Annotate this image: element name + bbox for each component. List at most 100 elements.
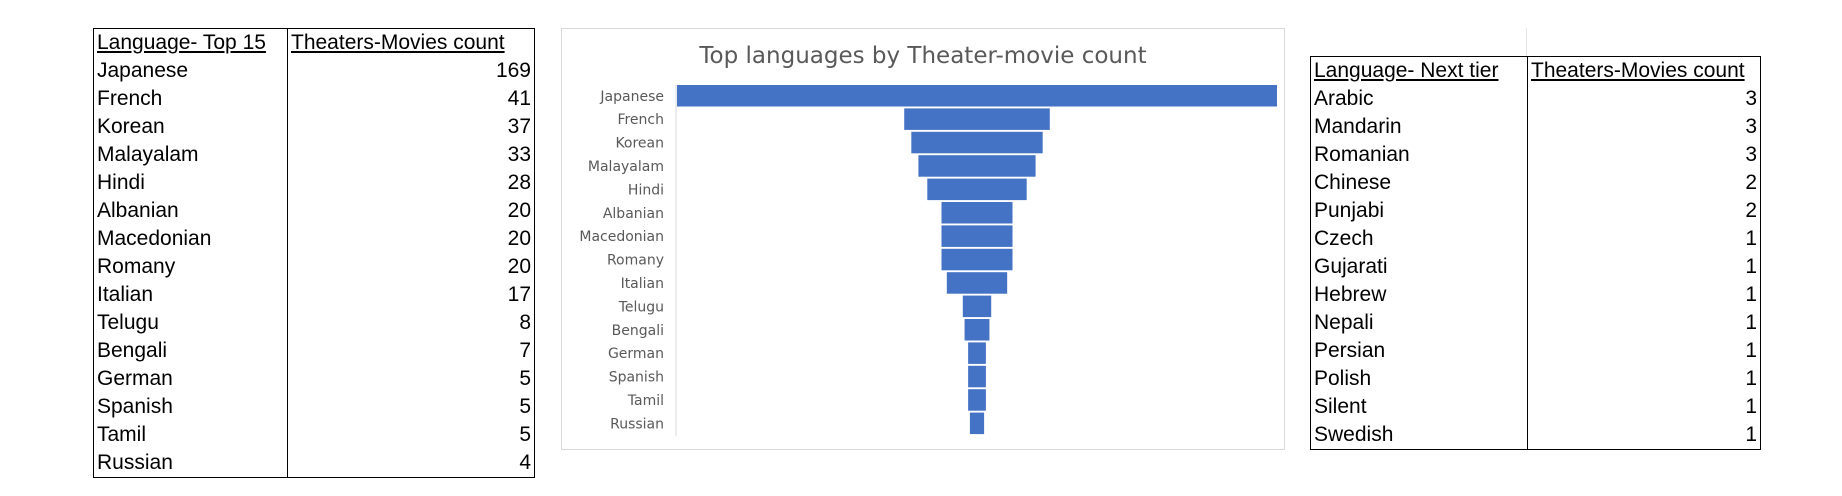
count-cell[interactable]: 20 bbox=[507, 199, 531, 222]
count-cell[interactable]: 1 bbox=[1745, 367, 1757, 390]
count-cell[interactable]: 1 bbox=[1745, 339, 1757, 362]
bar-hindi[interactable] bbox=[927, 178, 1027, 201]
table-header-row: Language- Next tier Theaters-Movies coun… bbox=[1310, 56, 1761, 85]
language-cell[interactable]: Punjabi bbox=[1310, 197, 1528, 225]
bar-french[interactable] bbox=[904, 108, 1050, 130]
language-cell[interactable]: Mandarin bbox=[1310, 113, 1528, 141]
category-label: Macedonian bbox=[579, 229, 664, 245]
count-cell[interactable]: 3 bbox=[1745, 143, 1757, 166]
bar-romany[interactable] bbox=[941, 248, 1013, 271]
table-row: Arabic 3 bbox=[1310, 85, 1761, 113]
language-cell[interactable]: Swedish bbox=[1310, 421, 1528, 450]
column-header-count[interactable]: Theaters-Movies count bbox=[291, 31, 505, 54]
count-cell[interactable]: 1 bbox=[1745, 423, 1757, 446]
count-cell[interactable]: 8 bbox=[519, 311, 531, 334]
table-row: Japanese 169 bbox=[93, 57, 535, 85]
count-cell[interactable]: 41 bbox=[507, 87, 531, 110]
column-header-language[interactable]: Language- Next tier bbox=[1310, 56, 1528, 85]
table-row: Silent 1 bbox=[1310, 393, 1761, 421]
count-cell[interactable]: 3 bbox=[1745, 115, 1757, 138]
language-cell[interactable]: Russian bbox=[93, 449, 288, 478]
table-row: Korean 37 bbox=[93, 113, 535, 141]
language-cell[interactable]: Hebrew bbox=[1310, 281, 1528, 309]
bar-malayalam[interactable] bbox=[918, 155, 1036, 177]
count-cell[interactable]: 4 bbox=[519, 451, 531, 474]
table-row: Macedonian 20 bbox=[93, 225, 535, 253]
count-cell[interactable]: 2 bbox=[1745, 171, 1757, 194]
language-cell[interactable]: Arabic bbox=[1310, 85, 1528, 113]
bar-japanese[interactable] bbox=[677, 85, 1277, 107]
language-cell[interactable]: Korean bbox=[93, 113, 288, 141]
count-cell[interactable]: 1 bbox=[1745, 255, 1757, 278]
category-label: Russian bbox=[610, 416, 664, 432]
sheet-gridline bbox=[1526, 28, 1527, 56]
bar-bengali[interactable] bbox=[964, 319, 990, 341]
language-cell[interactable]: Hindi bbox=[93, 169, 288, 197]
chart-plot: Japanese French Korean Malayalam Hindi Albani… bbox=[579, 85, 1277, 436]
bar-spanish[interactable] bbox=[968, 365, 986, 388]
language-cell[interactable]: Romanian bbox=[1310, 141, 1528, 169]
bar-albanian[interactable] bbox=[941, 202, 1013, 224]
table-header-row: Language- Top 15 Theaters-Movies count bbox=[93, 28, 535, 57]
category-label: Spanish bbox=[609, 370, 664, 386]
language-cell[interactable]: Japanese bbox=[93, 57, 288, 85]
column-header-language[interactable]: Language- Top 15 bbox=[93, 28, 288, 57]
table-row: Chinese 2 bbox=[1310, 169, 1761, 197]
count-cell[interactable]: 37 bbox=[507, 115, 531, 138]
funnel-chart[interactable]: Top languages by Theater-movie count Jap… bbox=[561, 28, 1285, 450]
count-cell[interactable]: 1 bbox=[1745, 227, 1757, 250]
table-row: Mandarin 3 bbox=[1310, 113, 1761, 141]
bar-russian[interactable] bbox=[969, 412, 985, 435]
category-label: Italian bbox=[621, 276, 664, 292]
bar-korean[interactable] bbox=[911, 131, 1043, 154]
language-cell[interactable]: Bengali bbox=[93, 337, 288, 365]
category-label: Korean bbox=[615, 136, 664, 152]
language-cell[interactable]: Polish bbox=[1310, 365, 1528, 393]
bar-italian[interactable] bbox=[946, 272, 1008, 294]
count-cell[interactable]: 2 bbox=[1745, 199, 1757, 222]
count-cell[interactable]: 169 bbox=[495, 59, 531, 82]
table-row: Malayalam 33 bbox=[93, 141, 535, 169]
bar-german[interactable] bbox=[968, 342, 986, 364]
language-cell[interactable]: Tamil bbox=[93, 421, 288, 449]
count-cell[interactable]: 33 bbox=[507, 143, 531, 166]
bar-telugu[interactable] bbox=[962, 295, 992, 318]
table-row: Bengali 7 bbox=[93, 337, 535, 365]
bar-tamil[interactable] bbox=[968, 389, 986, 411]
count-cell[interactable]: 1 bbox=[1745, 395, 1757, 418]
count-cell[interactable]: 7 bbox=[519, 339, 531, 362]
language-cell[interactable]: Nepali bbox=[1310, 309, 1528, 337]
count-cell[interactable]: 17 bbox=[507, 283, 531, 306]
table-row: Czech 1 bbox=[1310, 225, 1761, 253]
language-cell[interactable]: Chinese bbox=[1310, 169, 1528, 197]
category-label: Tamil bbox=[627, 393, 664, 409]
language-cell[interactable]: Italian bbox=[93, 281, 288, 309]
language-cell[interactable]: Czech bbox=[1310, 225, 1528, 253]
language-cell[interactable]: Malayalam bbox=[93, 141, 288, 169]
column-header-count[interactable]: Theaters-Movies count bbox=[1531, 59, 1745, 82]
language-cell[interactable]: Telugu bbox=[93, 309, 288, 337]
count-cell[interactable]: 20 bbox=[507, 255, 531, 278]
category-label: Telugu bbox=[618, 299, 664, 315]
count-cell[interactable]: 1 bbox=[1745, 283, 1757, 306]
count-cell[interactable]: 1 bbox=[1745, 311, 1757, 334]
count-cell[interactable]: 20 bbox=[507, 227, 531, 250]
language-cell[interactable]: Romany bbox=[93, 253, 288, 281]
language-cell[interactable]: German bbox=[93, 365, 288, 393]
count-cell[interactable]: 5 bbox=[519, 423, 531, 446]
language-cell[interactable]: Persian bbox=[1310, 337, 1528, 365]
language-cell[interactable]: Spanish bbox=[93, 393, 288, 421]
table-row: Telugu 8 bbox=[93, 309, 535, 337]
count-cell[interactable]: 5 bbox=[519, 367, 531, 390]
count-cell[interactable]: 3 bbox=[1745, 87, 1757, 110]
language-cell[interactable]: Albanian bbox=[93, 197, 288, 225]
language-cell[interactable]: French bbox=[93, 85, 288, 113]
bar-macedonian[interactable] bbox=[941, 225, 1013, 247]
count-cell[interactable]: 28 bbox=[507, 171, 531, 194]
category-label: Japanese bbox=[599, 89, 664, 105]
language-cell[interactable]: Gujarati bbox=[1310, 253, 1528, 281]
table-row: Nepali 1 bbox=[1310, 309, 1761, 337]
language-cell[interactable]: Silent bbox=[1310, 393, 1528, 421]
count-cell[interactable]: 5 bbox=[519, 395, 531, 418]
language-cell[interactable]: Macedonian bbox=[93, 225, 288, 253]
